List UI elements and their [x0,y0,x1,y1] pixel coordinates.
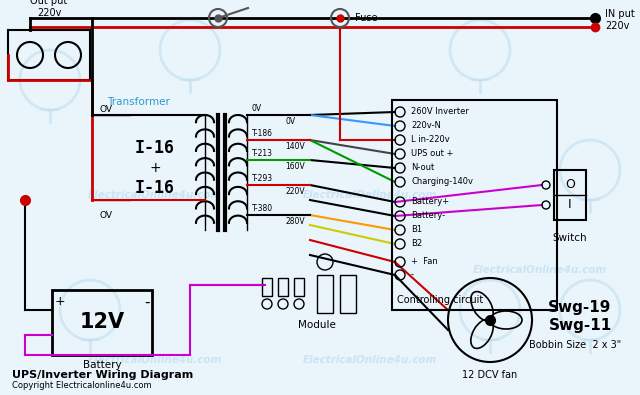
Text: Battery: Battery [83,360,122,370]
Text: 220V: 220V [285,187,305,196]
Text: 0V: 0V [285,117,295,126]
Bar [278,278,288,296]
Text: T-213: T-213 [252,149,273,158]
Text: Charging-140v: Charging-140v [411,177,473,186]
Text: I-16: I-16 [135,179,175,197]
Text: Controlling circuit: Controlling circuit [397,295,483,305]
Text: 12 DCV fan: 12 DCV fan [462,370,518,380]
Text: OV: OV [100,105,113,115]
Text: Swg-19: Swg-19 [548,300,612,315]
Text: 280V: 280V [285,217,305,226]
Text: I-16: I-16 [135,139,175,157]
Bar [294,278,304,296]
Text: 160V: 160V [285,162,305,171]
Text: ElectricalOnline4u.com: ElectricalOnline4u.com [88,355,222,365]
Text: B1: B1 [411,226,422,235]
Text: Bobbin Size  2 x 3": Bobbin Size 2 x 3" [529,340,621,350]
Text: Swg-11: Swg-11 [548,318,612,333]
Text: 12V: 12V [79,312,125,333]
Text: T-293: T-293 [252,174,273,183]
Text: +: + [149,161,161,175]
Text: +: + [54,295,65,308]
Text: -: - [144,295,150,310]
Text: ElectricalOnline4u.com: ElectricalOnline4u.com [473,265,607,275]
Text: 0V: 0V [252,104,262,113]
Text: 140V: 140V [285,142,305,151]
Text: ElectricalOnline4u.com: ElectricalOnline4u.com [303,355,437,365]
Bar [262,278,272,296]
Text: OV: OV [100,211,113,220]
Text: 220v-N: 220v-N [411,122,441,130]
Text: UPS/Inverter Wiring Diagram: UPS/Inverter Wiring Diagram [12,370,193,380]
Text: L in-220v: L in-220v [411,135,450,145]
Text: Module: Module [298,320,336,330]
Text: B2: B2 [411,239,422,248]
Bar [52,290,152,355]
Text: UPS out +: UPS out + [411,149,453,158]
Text: Out put
220v: Out put 220v [30,0,68,18]
Text: Switch: Switch [553,233,588,243]
Text: ElectricalOnline4u.com: ElectricalOnline4u.com [303,190,437,200]
Text: Battery-: Battery- [411,211,445,220]
Text: -: - [411,271,414,280]
Text: ElectricalOnline4u.com: ElectricalOnline4u.com [88,190,222,200]
Text: N-out: N-out [411,164,435,173]
Text: Transformer: Transformer [107,97,170,107]
Text: IN put
220v: IN put 220v [605,9,635,31]
Bar [340,275,356,313]
Text: O: O [565,179,575,192]
Text: T-380: T-380 [252,204,273,213]
Text: Battery+: Battery+ [411,198,449,207]
Bar [8,30,90,80]
Text: Copyright Electricalonline4u.com: Copyright Electricalonline4u.com [12,381,152,390]
Bar [554,170,586,220]
Bar [392,100,557,310]
Text: I: I [568,199,572,211]
Bar [317,275,333,313]
Text: 260V Inverter: 260V Inverter [411,107,469,117]
Text: T-186: T-186 [252,129,273,138]
Text: +  Fan: + Fan [411,258,438,267]
Text: Fuse: Fuse [355,13,378,23]
